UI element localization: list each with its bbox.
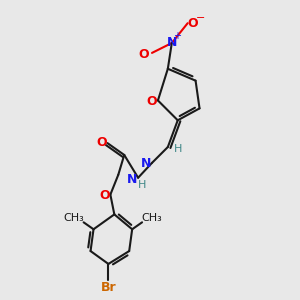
Text: O: O <box>147 95 157 108</box>
Text: O: O <box>187 17 198 30</box>
Text: −: − <box>196 13 205 23</box>
Text: CH₃: CH₃ <box>142 213 162 224</box>
Text: N: N <box>167 37 177 50</box>
Text: H: H <box>138 180 146 190</box>
Text: O: O <box>139 48 149 62</box>
Text: H: H <box>174 144 182 154</box>
Text: N: N <box>127 173 137 186</box>
Text: N: N <box>141 158 151 170</box>
Text: O: O <box>96 136 107 148</box>
Text: CH₃: CH₃ <box>63 213 84 224</box>
Text: O: O <box>99 189 110 202</box>
Text: +: + <box>173 31 181 41</box>
Text: Br: Br <box>100 281 116 294</box>
